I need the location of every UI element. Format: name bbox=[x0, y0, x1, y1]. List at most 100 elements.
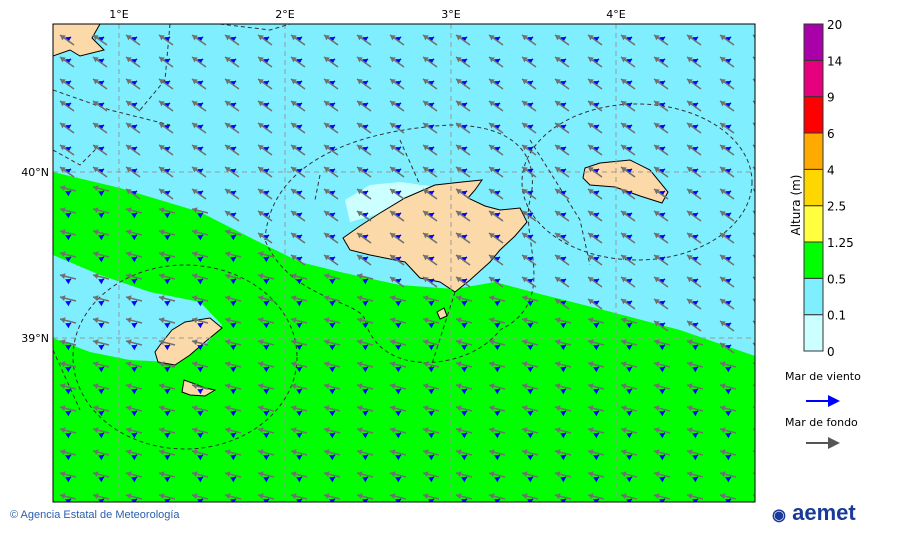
wave-arrowhead bbox=[423, 277, 429, 283]
wave-arrowhead bbox=[659, 257, 665, 263]
wave-arrow bbox=[761, 499, 764, 501]
wave-arrowhead bbox=[164, 345, 170, 351]
wave-arrowhead bbox=[192, 57, 198, 63]
wave-arrowhead bbox=[593, 345, 599, 351]
wave-arrowhead bbox=[621, 317, 627, 324]
wave-arrowhead bbox=[758, 301, 764, 306]
wave-arrowhead bbox=[164, 81, 170, 87]
wave-arrowhead bbox=[720, 471, 726, 478]
wave-arrowhead bbox=[626, 455, 632, 461]
wave-arrowhead bbox=[93, 207, 99, 214]
wave-arrowhead bbox=[395, 37, 401, 43]
wave-arrow bbox=[761, 213, 764, 215]
wave-arrowhead bbox=[489, 449, 495, 456]
wave-arrowhead bbox=[357, 273, 363, 280]
wave-arrowhead bbox=[192, 251, 198, 258]
wave-arrow bbox=[761, 147, 764, 149]
wave-arrowhead bbox=[126, 189, 132, 195]
wave-arrowhead bbox=[225, 427, 231, 434]
wave-arrowhead bbox=[60, 471, 66, 478]
wave-arrowhead bbox=[489, 427, 495, 434]
wave-arrowhead bbox=[329, 477, 335, 483]
wave-arrowhead bbox=[324, 57, 330, 63]
wave-arrow bbox=[761, 125, 764, 127]
wave-arrowhead bbox=[621, 449, 627, 456]
wave-arrowhead bbox=[395, 125, 401, 131]
wave-arrowhead bbox=[527, 433, 533, 439]
wave-arrowhead bbox=[65, 455, 71, 461]
wave-arrowhead bbox=[522, 317, 528, 324]
wave-arrowhead bbox=[626, 389, 632, 395]
wave-arrowhead bbox=[522, 471, 528, 478]
wave-arrowhead bbox=[258, 405, 264, 412]
wave-arrowhead bbox=[621, 277, 627, 283]
wave-arrowhead bbox=[758, 279, 764, 284]
wave-arrowhead bbox=[654, 383, 660, 390]
wave-arrowhead bbox=[494, 257, 500, 263]
wave-arrowhead bbox=[461, 367, 467, 373]
wave-arrowhead bbox=[390, 449, 396, 456]
wave-arrowhead bbox=[291, 317, 297, 324]
wave-arrowhead bbox=[456, 277, 462, 283]
wave-arrowhead bbox=[291, 167, 297, 173]
wave-arrowhead bbox=[692, 499, 698, 502]
wave-arrowhead bbox=[258, 189, 264, 195]
wave-arrowhead bbox=[258, 35, 264, 41]
wave-arrowhead bbox=[720, 189, 726, 195]
wave-arrowhead bbox=[522, 167, 528, 173]
wave-arrowhead bbox=[258, 339, 264, 346]
wave-arrowhead bbox=[192, 449, 198, 456]
wave-arrowhead bbox=[423, 317, 429, 324]
wave-arrowhead bbox=[357, 167, 363, 173]
wave-arrowhead bbox=[522, 405, 528, 412]
wave-arrowhead bbox=[291, 471, 297, 478]
wave-arrowhead bbox=[423, 145, 429, 151]
wave-arrowhead bbox=[362, 235, 368, 241]
wave-arrowhead bbox=[225, 405, 231, 412]
wave-arrowhead bbox=[687, 211, 693, 217]
aemet-logo-text: aemet bbox=[792, 500, 856, 525]
wave-arrowhead bbox=[626, 213, 632, 219]
wave-arrowhead bbox=[659, 213, 665, 219]
wave-arrowhead bbox=[758, 59, 764, 64]
wave-arrowhead bbox=[626, 59, 632, 65]
wave-arrowhead bbox=[291, 123, 297, 129]
wave-arrowhead bbox=[324, 233, 330, 239]
wave-arrowhead bbox=[329, 257, 335, 263]
wave-arrowhead bbox=[428, 301, 434, 307]
wave-arrowhead bbox=[65, 37, 71, 43]
wave-arrowhead bbox=[489, 405, 495, 412]
wave-arrowhead bbox=[725, 411, 731, 417]
wave-arrowhead bbox=[522, 339, 528, 346]
wave-arrowhead bbox=[362, 169, 368, 175]
wave-arrowhead bbox=[527, 59, 533, 65]
wave-arrowhead bbox=[758, 455, 764, 460]
wave-arrowhead bbox=[258, 449, 264, 456]
wave-arrowhead bbox=[263, 477, 269, 483]
wave-arrowhead bbox=[60, 207, 66, 214]
wave-arrowhead bbox=[687, 167, 693, 173]
wave-arrowhead bbox=[626, 125, 632, 131]
wave-arrowhead bbox=[395, 81, 401, 87]
wave-arrowhead bbox=[296, 169, 302, 175]
wave-arrowhead bbox=[60, 493, 66, 500]
wave-arrowhead bbox=[263, 125, 269, 131]
wave-arrowhead bbox=[588, 35, 594, 41]
wave-arrowhead bbox=[324, 101, 330, 107]
wave-arrowhead bbox=[720, 57, 726, 63]
swell-arrowhead-icon bbox=[828, 437, 840, 449]
wave-arrowhead bbox=[522, 79, 528, 85]
wave-arrowhead bbox=[720, 383, 726, 390]
wave-arrowhead bbox=[692, 235, 698, 241]
wave-arrowhead bbox=[560, 279, 566, 285]
wave-arrowhead bbox=[588, 361, 594, 368]
wave-arrowhead bbox=[659, 125, 665, 131]
land-spain-coast bbox=[53, 24, 105, 57]
wave-arrowhead bbox=[225, 123, 231, 129]
wave-arrowhead bbox=[230, 103, 236, 109]
wave-arrowhead bbox=[98, 389, 104, 395]
wave-arrowhead bbox=[263, 37, 269, 43]
wave-arrowhead bbox=[494, 37, 500, 43]
wave-arrowhead bbox=[588, 493, 594, 500]
wave-arrowhead bbox=[362, 257, 368, 263]
